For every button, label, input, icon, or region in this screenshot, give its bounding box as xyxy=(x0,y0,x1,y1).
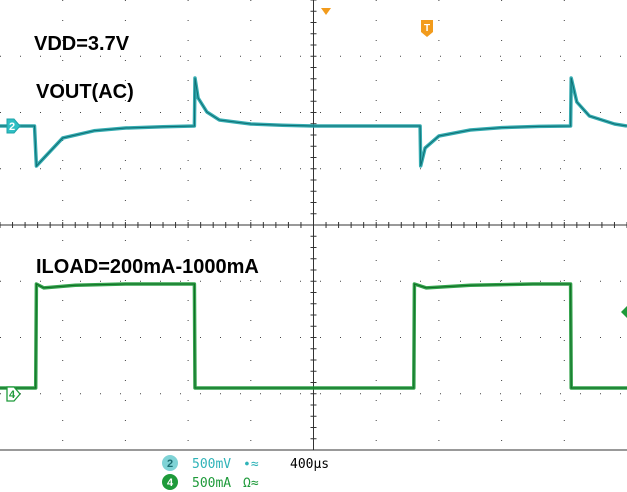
traces xyxy=(0,76,627,390)
trigger-position-icon xyxy=(321,8,331,15)
timebase: 400µs xyxy=(290,457,329,472)
channel-4-badge-label: 4 xyxy=(167,477,174,489)
channel-2-marker: 2 xyxy=(6,118,21,134)
channel-2-badge-icon xyxy=(162,455,178,471)
channel-4-marker-label: 4 xyxy=(9,389,16,401)
graticule xyxy=(0,0,627,451)
vdd-annotation: VDD=3.7V xyxy=(34,33,130,55)
iload-label: ILOAD=200mA-1000mA xyxy=(36,256,259,278)
channel-4-coupling-icon: Ω≈ xyxy=(243,476,259,491)
vout-label: VOUT(AC) xyxy=(36,81,134,103)
channel-2-marker-label: 2 xyxy=(9,121,15,133)
channel-4-marker: 4 xyxy=(6,386,21,402)
channel-2-trace-core xyxy=(0,77,627,168)
channel-2-coupling-icon: ∙≈ xyxy=(243,457,259,472)
trigger-marker: T xyxy=(421,20,433,37)
scale-readout: 2 500mV ∙≈ 400µs 4 500mA Ω≈ xyxy=(162,455,329,491)
trigger-marker-label: T xyxy=(424,23,430,34)
channel-2-badge-label: 2 xyxy=(167,458,173,470)
channel-4-offscreen-icon xyxy=(621,306,627,318)
channel-2-scale: 500mV xyxy=(192,457,231,472)
channel-4-trace-core xyxy=(0,283,627,389)
channel-4-scale: 500mA xyxy=(192,476,231,491)
channel-4-badge-icon xyxy=(162,474,178,490)
